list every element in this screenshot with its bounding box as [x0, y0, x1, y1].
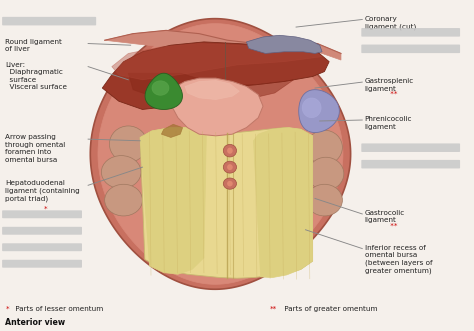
FancyBboxPatch shape — [2, 243, 82, 251]
Ellipse shape — [223, 161, 237, 173]
Polygon shape — [178, 83, 246, 115]
Polygon shape — [140, 127, 206, 274]
Ellipse shape — [105, 184, 143, 216]
Polygon shape — [91, 19, 351, 289]
Ellipse shape — [227, 148, 233, 154]
FancyBboxPatch shape — [2, 210, 82, 218]
Polygon shape — [246, 35, 322, 53]
Polygon shape — [105, 30, 341, 60]
Text: Round ligament
of liver: Round ligament of liver — [5, 39, 62, 52]
Polygon shape — [145, 73, 182, 110]
Text: **: ** — [388, 91, 398, 97]
Text: Arrow passing
through omental
foramen into
omental bursa: Arrow passing through omental foramen in… — [5, 134, 66, 163]
Polygon shape — [128, 73, 294, 101]
Polygon shape — [185, 80, 239, 100]
FancyBboxPatch shape — [2, 260, 82, 268]
Text: Gastrosplenic
ligament: Gastrosplenic ligament — [365, 78, 414, 92]
FancyBboxPatch shape — [361, 143, 460, 152]
Text: **: ** — [388, 222, 398, 228]
Ellipse shape — [223, 178, 237, 189]
FancyBboxPatch shape — [2, 17, 96, 25]
Ellipse shape — [307, 184, 342, 216]
Polygon shape — [302, 98, 321, 118]
Ellipse shape — [101, 156, 141, 189]
Ellipse shape — [227, 164, 233, 170]
FancyBboxPatch shape — [361, 45, 460, 53]
Text: Parts of lesser omentum: Parts of lesser omentum — [12, 306, 103, 311]
Ellipse shape — [109, 126, 147, 162]
Polygon shape — [254, 127, 313, 278]
FancyBboxPatch shape — [361, 160, 460, 168]
Ellipse shape — [307, 130, 342, 165]
Ellipse shape — [223, 144, 237, 157]
Polygon shape — [140, 127, 313, 278]
Text: Coronary
ligament (cut): Coronary ligament (cut) — [365, 16, 416, 29]
Text: **: ** — [270, 306, 277, 311]
Ellipse shape — [308, 157, 344, 190]
Text: *: * — [5, 306, 9, 311]
Text: Anterior view: Anterior view — [5, 318, 65, 327]
Text: Phrenicocolic
ligament: Phrenicocolic ligament — [365, 116, 412, 129]
Polygon shape — [112, 44, 322, 80]
FancyBboxPatch shape — [361, 28, 460, 37]
Text: Parts of greater omentum: Parts of greater omentum — [282, 306, 377, 311]
Polygon shape — [98, 24, 343, 284]
Polygon shape — [161, 124, 182, 137]
Text: *: * — [44, 205, 47, 212]
Text: Liver:
  Diaphragmatic
  surface
  Visceral surface: Liver: Diaphragmatic surface Visceral su… — [5, 62, 67, 90]
Polygon shape — [102, 42, 329, 110]
Polygon shape — [168, 78, 263, 136]
Ellipse shape — [227, 181, 233, 186]
Text: Gastrocolic
ligament: Gastrocolic ligament — [365, 210, 405, 223]
Text: Hepatoduodenal
ligament (containing
portal triad): Hepatoduodenal ligament (containing port… — [5, 180, 80, 202]
Polygon shape — [152, 81, 169, 95]
Polygon shape — [299, 90, 339, 132]
FancyBboxPatch shape — [2, 227, 82, 235]
Text: Inferior recess of
omental bursa
(between layers of
greater omentum): Inferior recess of omental bursa (betwee… — [365, 245, 432, 274]
